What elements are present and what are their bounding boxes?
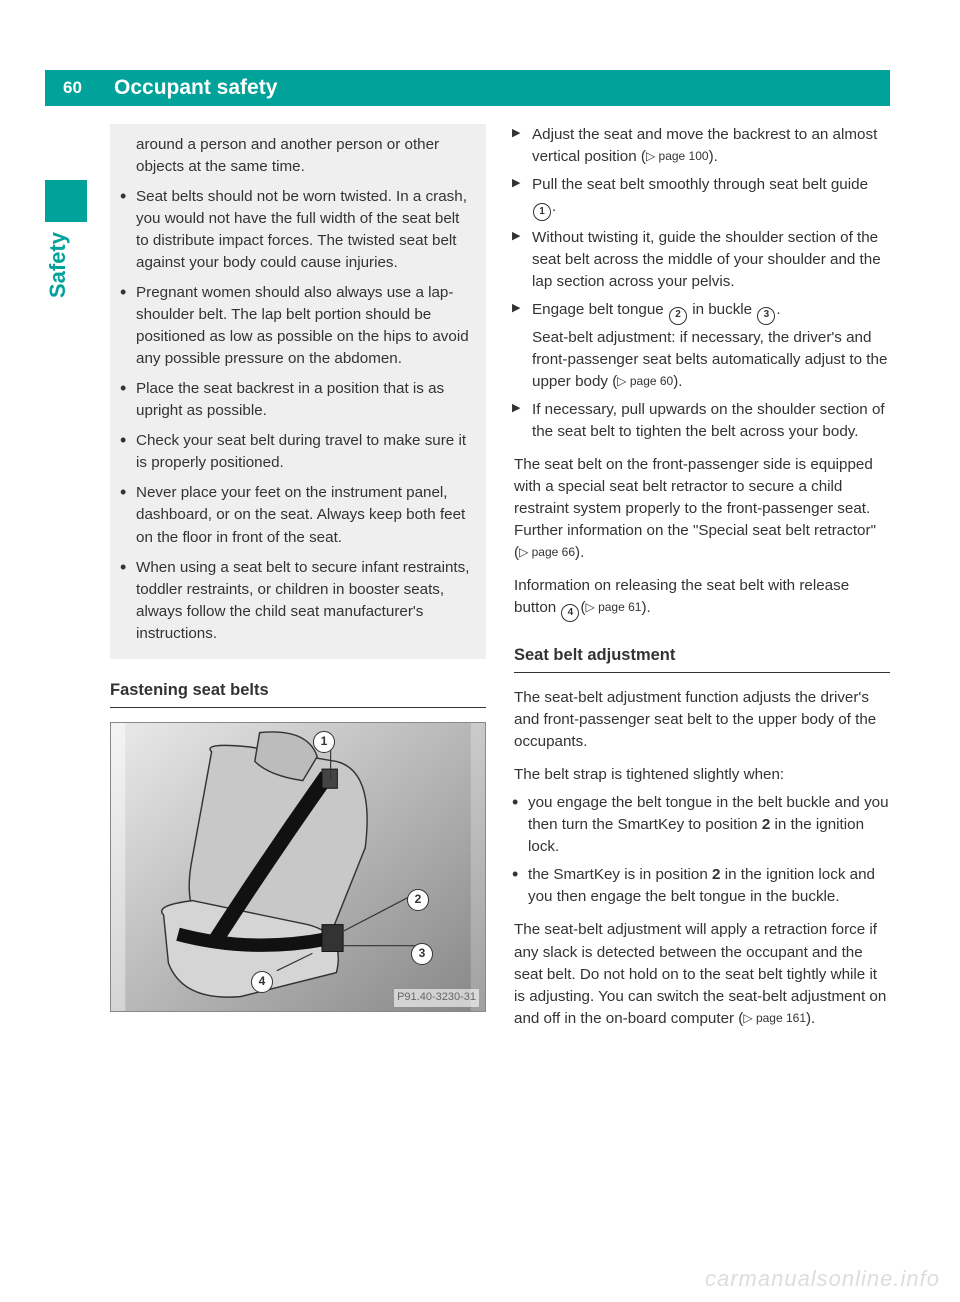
page-title: Occupant safety [100, 70, 890, 106]
seat-belt-figure: 1 2 3 4 P91.40-3230-31 [110, 722, 486, 1012]
step-text: . [552, 198, 556, 215]
page-ref: ▷ page 161 [743, 1011, 806, 1025]
paragraph: The seat-belt adjustment function adjust… [514, 687, 890, 753]
tab-marker [45, 180, 87, 222]
step-text: . [776, 301, 780, 318]
step-subtext: Seat-belt adjustment: if necessary, the … [532, 327, 890, 393]
paragraph: Information on releasing the seat belt w… [514, 575, 890, 622]
step-item: Engage belt tongue 2 in buckle 3. Seat-b… [514, 299, 890, 392]
watermark: carmanualsonline.info [705, 1266, 940, 1292]
paragraph: The belt strap is tightened slightly whe… [514, 764, 890, 786]
ref-circle-2: 2 [669, 307, 687, 325]
list-item: Check your seat belt during travel to ma… [122, 430, 474, 474]
list-item: around a person and another person or ot… [122, 134, 474, 178]
list-item: Never place your feet on the instrument … [122, 482, 474, 548]
adjustment-list: you engage the belt tongue in the belt b… [514, 792, 890, 908]
callout-4: 4 [251, 971, 273, 993]
sub-a: Seat-belt adjustment: if necessary, the … [532, 329, 887, 390]
ref-circle-3: 3 [757, 307, 775, 325]
page-ref: ▷ page 100 [646, 149, 709, 163]
para-text: ). [641, 599, 650, 616]
list-item: the SmartKey is in position 2 in the ign… [514, 864, 890, 908]
callout-3: 3 [411, 943, 433, 965]
para-text: The seat-belt adjustment will apply a re… [514, 921, 886, 1026]
left-column: around a person and another person or ot… [110, 124, 486, 1030]
figure-caption: P91.40-3230-31 [394, 989, 479, 1007]
section-heading-adjustment: Seat belt adjustment [514, 644, 890, 673]
sub-b: ). [673, 373, 682, 390]
ref-circle-1: 1 [533, 203, 551, 221]
step-text: ). [709, 148, 718, 165]
para-text: ). [575, 544, 584, 561]
paragraph: The seat belt on the front-passenger sid… [514, 454, 890, 564]
page-ref: ▷ page 60 [617, 374, 673, 388]
page-ref: ▷ page 66 [519, 545, 575, 559]
step-list: Adjust the seat and move the backrest to… [514, 124, 890, 443]
step-item: Adjust the seat and move the backrest to… [514, 124, 890, 168]
warning-box: around a person and another person or ot… [110, 124, 486, 659]
step-text: Pull the seat belt smoothly through seat… [532, 176, 868, 193]
list-item: Pregnant women should also always use a … [122, 282, 474, 370]
list-item: When using a seat belt to secure infant … [122, 557, 474, 645]
list-item: you engage the belt tongue in the belt b… [514, 792, 890, 858]
page-number: 60 [45, 70, 100, 106]
item-text: the SmartKey is in position [528, 866, 712, 883]
ref-circle-4: 4 [561, 604, 579, 622]
page-ref: ▷ page 61 [586, 600, 642, 614]
step-item: Without twisting it, guide the shoulder … [514, 227, 890, 293]
side-tab: Safety [45, 180, 87, 298]
tab-label: Safety [45, 232, 87, 298]
right-column: Adjust the seat and move the backrest to… [514, 124, 890, 1030]
step-text: Engage belt tongue [532, 301, 668, 318]
seat-illustration [111, 723, 485, 1011]
list-item: Place the seat backrest in a position th… [122, 378, 474, 422]
warning-list: around a person and another person or ot… [122, 134, 474, 645]
callout-1: 1 [313, 731, 335, 753]
callout-2: 2 [407, 889, 429, 911]
step-item: If necessary, pull upwards on the should… [514, 399, 890, 443]
para-text: ). [806, 1010, 815, 1027]
step-text: Without twisting it, guide the shoulder … [532, 229, 881, 290]
step-text: in buckle [688, 301, 756, 318]
header-bar: 60 Occupant safety [45, 70, 890, 106]
list-item: Seat belts should not be worn twisted. I… [122, 186, 474, 274]
step-item: Pull the seat belt smoothly through seat… [514, 174, 890, 221]
section-heading-fastening: Fastening seat belts [110, 679, 486, 708]
step-text: If necessary, pull upwards on the should… [532, 401, 885, 440]
paragraph: The seat-belt adjustment will apply a re… [514, 919, 890, 1029]
